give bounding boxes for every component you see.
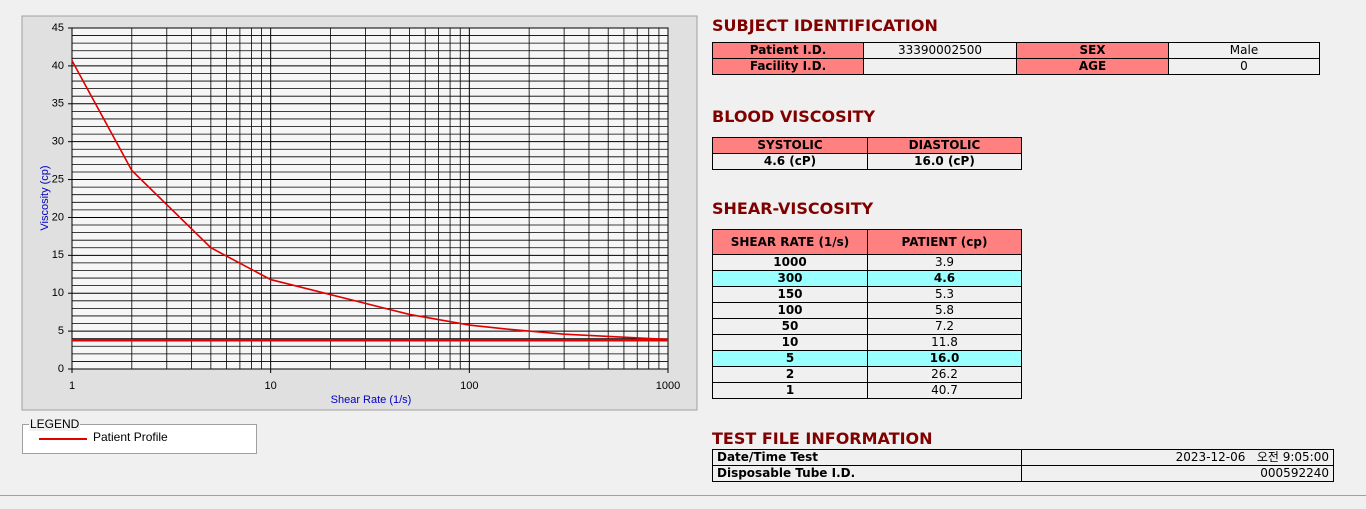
value: 2023-12-06 오전 9:05:00: [1021, 449, 1334, 466]
y-tick-label: 20: [52, 211, 64, 223]
value: [863, 58, 1017, 75]
patient-viscosity: 16.0: [867, 350, 1022, 367]
status-bar: [0, 495, 1366, 509]
row: Date/Time Test 2023-12-06 오전 9:05:00: [712, 449, 1334, 466]
shear-rate: 300: [712, 270, 868, 287]
y-tick-label: 30: [52, 136, 64, 148]
patient-viscosity: 40.7: [867, 382, 1022, 399]
shear-rate: 5: [712, 350, 868, 367]
value: 33390002500: [863, 42, 1017, 59]
patient-viscosity: 5.8: [867, 302, 1022, 319]
value: 000592240: [1021, 465, 1334, 482]
x-tick-label: 100: [460, 380, 478, 392]
value: 16.0 (cP): [867, 153, 1022, 170]
y-tick-label: 25: [52, 173, 64, 185]
row: 5 16.0: [712, 350, 1022, 367]
y-tick-label: 40: [52, 60, 64, 72]
y-tick-label: 45: [52, 22, 64, 34]
value: 0: [1168, 58, 1320, 75]
y-axis-title: Viscosity (cp): [39, 165, 51, 230]
section-title: BLOOD VISCOSITY: [712, 107, 876, 126]
row: 1 40.7: [712, 382, 1022, 399]
legend: LEGEND Patient Profile: [22, 417, 257, 454]
series-line: [71, 60, 669, 341]
label: AGE: [1016, 58, 1169, 75]
y-tick-label: 5: [58, 325, 64, 337]
legend-swatch: [39, 438, 87, 440]
header: SYSTOLIC: [712, 137, 868, 154]
label: Disposable Tube I.D.: [712, 465, 1022, 482]
shear-rate: 1000: [712, 254, 868, 271]
value: 4.6 (cP): [712, 153, 868, 170]
header: SHEAR RATE (1/s): [712, 229, 868, 255]
shear-rate: 1: [712, 382, 868, 399]
x-tick-label: 1: [69, 380, 75, 392]
x-tick-label: 1000: [656, 380, 680, 392]
y-tick-label: 15: [52, 249, 64, 261]
row: 50 7.2: [712, 318, 1022, 335]
test-file-table: Date/Time Test 2023-12-06 오전 9:05:00 Dispo…: [712, 449, 1334, 482]
row: 300 4.6: [712, 270, 1022, 287]
shear-rate: 2: [712, 366, 868, 383]
row: 10 11.8: [712, 334, 1022, 351]
plot-area: [72, 28, 668, 369]
row: 2 26.2: [712, 366, 1022, 383]
blood-table: SYSTOLIC DIASTOLIC 4.6 (cP) 16.0 (cP): [712, 137, 1022, 170]
subject-table: Patient I.D. 33390002500 SEX Male Facili…: [712, 42, 1320, 75]
label: Patient I.D.: [712, 42, 864, 59]
label: SEX: [1016, 42, 1169, 59]
chart: Shear Rate (1/s) Viscosity (cp) 0 5 10 15 20…: [21, 15, 698, 411]
section-title: SUBJECT IDENTIFICATION: [712, 16, 938, 35]
shear-rate: 10: [712, 334, 868, 351]
row: Disposable Tube I.D. 000592240: [712, 465, 1334, 482]
row: 150 5.3: [712, 286, 1022, 303]
section-title: SHEAR-VISCOSITY: [712, 199, 874, 218]
shear-rate: 100: [712, 302, 868, 319]
row: 1000 3.9: [712, 254, 1022, 271]
section-title: TEST FILE INFORMATION: [712, 429, 933, 448]
x-tick-label: 10: [265, 380, 277, 392]
patient-viscosity: 3.9: [867, 254, 1022, 271]
plot-border: [71, 27, 669, 370]
shear-rate: 150: [712, 286, 868, 303]
patient-viscosity: 11.8: [867, 334, 1022, 351]
legend-label: Patient Profile: [93, 430, 168, 444]
x-axis-title: Shear Rate (1/s): [331, 394, 412, 406]
shear-rate: 50: [712, 318, 868, 335]
row: 100 5.8: [712, 302, 1022, 319]
header: PATIENT (cp): [867, 229, 1022, 255]
patient-viscosity: 4.6: [867, 270, 1022, 287]
value: Male: [1168, 42, 1320, 59]
header: DIASTOLIC: [867, 137, 1022, 154]
y-tick-label: 35: [52, 98, 64, 110]
legend-title: LEGEND: [29, 417, 81, 431]
label: Date/Time Test: [712, 449, 1022, 466]
label: Facility I.D.: [712, 58, 864, 75]
shear-table: SHEAR RATE (1/s) PATIENT (cp) 1000 3.9 300…: [712, 229, 1022, 399]
y-tick-label: 0: [58, 363, 64, 375]
patient-viscosity: 7.2: [867, 318, 1022, 335]
patient-viscosity: 5.3: [867, 286, 1022, 303]
y-tick-label: 10: [52, 287, 64, 299]
patient-viscosity: 26.2: [867, 366, 1022, 383]
